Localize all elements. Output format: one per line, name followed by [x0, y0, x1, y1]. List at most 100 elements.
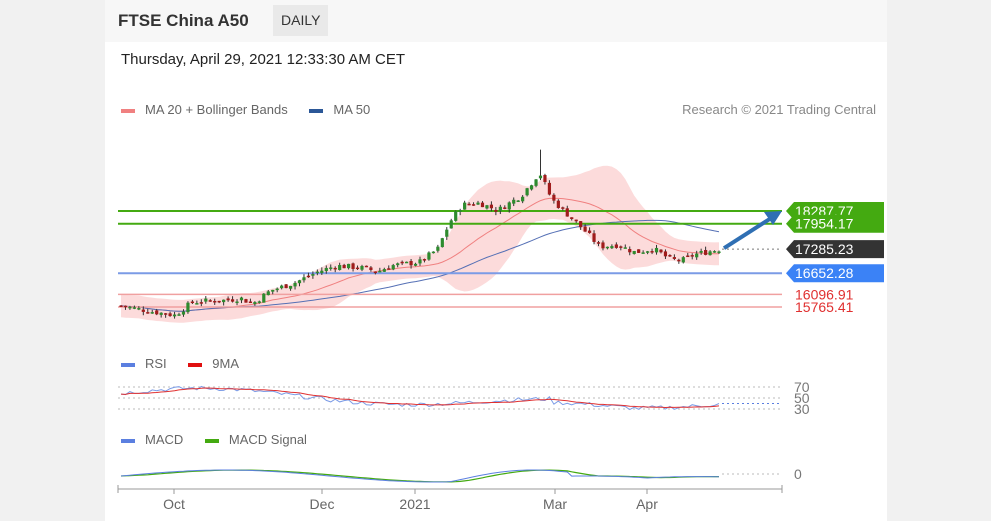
candle-body — [552, 194, 556, 201]
candle-body — [681, 257, 685, 263]
ma20-swatch — [121, 108, 135, 113]
candle-body — [610, 246, 614, 249]
candle-body — [565, 208, 569, 217]
chart-card: FTSE China A50 DAILY Thursday, April 29,… — [105, 0, 887, 521]
candle-body — [293, 282, 297, 287]
legend-macd-signal: MACD Signal — [204, 432, 307, 447]
macd-signal-swatch — [204, 438, 219, 443]
candle-body — [262, 293, 266, 303]
candle-body — [324, 267, 328, 272]
candle-body — [436, 246, 440, 251]
candle-body — [712, 251, 717, 253]
candle-body — [628, 249, 632, 253]
price-badge-1 — [786, 214, 884, 233]
candle-body — [445, 229, 449, 237]
candle-body — [168, 313, 172, 317]
candle-body — [596, 242, 601, 244]
candle-body — [333, 267, 337, 270]
candle-body — [431, 251, 435, 254]
candle-body — [463, 202, 467, 210]
candle-body — [695, 253, 699, 258]
candle-body — [632, 251, 636, 254]
candle-body — [235, 301, 239, 304]
candle-body — [592, 233, 596, 242]
price-label-1: 17954.17 — [795, 216, 854, 232]
candle-body — [663, 251, 668, 257]
candle-body — [391, 265, 395, 270]
candle-body — [208, 300, 212, 302]
candle-body — [686, 255, 690, 258]
legend-9ma-label: 9MA — [212, 356, 240, 371]
candle-body — [360, 265, 364, 270]
candle-body — [288, 285, 293, 289]
candle-body — [547, 182, 552, 195]
legend-macd-signal-label: MACD Signal — [228, 432, 307, 447]
candle-body — [172, 314, 177, 317]
legend-ma50-label: MA 50 — [333, 102, 371, 117]
bollinger-band — [121, 165, 719, 323]
candle-body — [244, 299, 248, 303]
candle-body — [574, 219, 578, 222]
candle-body — [141, 309, 145, 312]
candle-body — [458, 209, 462, 212]
candle-body — [708, 251, 712, 256]
candle-body — [525, 188, 529, 196]
credit: Research © 2021 Trading Central — [682, 102, 876, 117]
candle-body — [485, 205, 489, 209]
candle-body — [677, 259, 681, 262]
candle-body — [204, 298, 208, 302]
price-label-5: 15765.41 — [795, 299, 854, 315]
ma50-swatch — [309, 108, 324, 113]
candle-body — [400, 261, 404, 264]
candle-body — [561, 207, 565, 209]
macd-line — [120, 469, 719, 483]
candle-body — [230, 299, 235, 302]
candle-body — [601, 242, 605, 249]
legend-macd: MACD — [121, 432, 183, 447]
instrument-title: FTSE China A50 — [118, 11, 249, 30]
price-label-2: 17285.23 — [795, 241, 854, 257]
forecast-arrow-head — [764, 211, 782, 225]
candle-body — [570, 217, 574, 219]
candle-body — [123, 305, 128, 308]
timeframe-badge[interactable]: DAILY — [273, 5, 329, 36]
candle-body — [418, 259, 422, 264]
candle-body — [637, 249, 641, 253]
price-badge-2 — [786, 240, 884, 259]
candle-body — [409, 261, 413, 266]
candle-body — [543, 175, 547, 183]
candle-body — [668, 254, 672, 257]
candle-body — [284, 284, 288, 289]
candle-body — [119, 305, 123, 307]
candle-body — [422, 259, 427, 261]
candle-body — [659, 249, 663, 253]
candle-body — [489, 204, 494, 209]
candle-body — [538, 175, 543, 179]
candle-body — [583, 226, 587, 232]
candle-body — [199, 302, 203, 304]
macd-signal-line — [120, 469, 719, 483]
x-tick-label-2: 2021 — [399, 496, 430, 512]
candle-body — [467, 203, 471, 206]
candle-body — [387, 268, 391, 270]
candle-body — [717, 251, 721, 253]
candle-body — [494, 209, 498, 212]
macd-swatch — [121, 438, 135, 443]
candle-body — [320, 270, 324, 274]
candle-body — [248, 301, 253, 304]
rsi-level-label-2: 30 — [794, 401, 810, 417]
candle-body — [529, 185, 534, 190]
legend-ma20: MA 20 + Bollinger Bands — [121, 102, 288, 117]
legend-ma50: MA 50 — [309, 102, 370, 117]
candle-body — [654, 247, 659, 253]
candle-body — [311, 274, 315, 276]
ma50-line — [120, 219, 720, 312]
candle-body — [266, 291, 270, 296]
candle-body — [645, 251, 650, 253]
candle-body — [440, 238, 444, 248]
x-tick-label-1: Dec — [310, 496, 335, 512]
candle-body — [672, 257, 676, 259]
candle-body — [699, 251, 703, 253]
candle-body — [619, 246, 623, 248]
